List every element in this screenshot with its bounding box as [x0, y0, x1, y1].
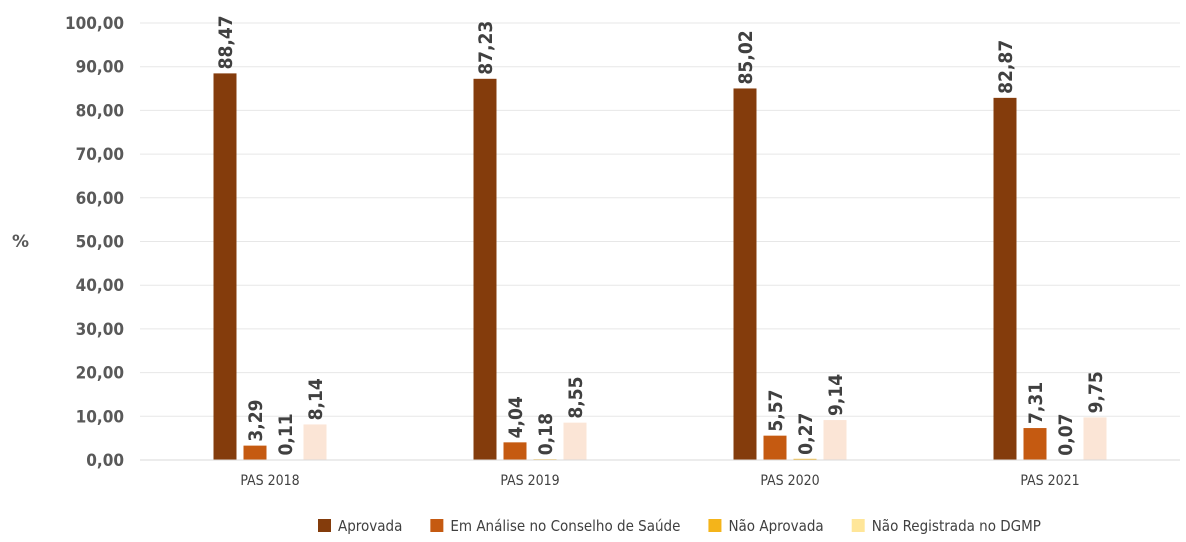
legend-swatch	[708, 519, 722, 532]
bar	[793, 458, 817, 460]
data-label: 0,18	[535, 413, 557, 455]
y-tick-label: 60,00	[76, 189, 124, 209]
legend-label: Não Registrada no DGMP	[872, 517, 1041, 535]
bars	[213, 73, 1107, 461]
bar	[503, 442, 527, 460]
bar	[213, 73, 237, 460]
bar	[1083, 417, 1107, 460]
data-label: 9,75	[1085, 371, 1107, 413]
y-axis-ticks: 0,00 10,00 20,00 30,00 40,00 50,00 60,00 70,00 8…	[65, 14, 124, 471]
data-label: 8,14	[305, 378, 327, 420]
y-tick-label: 0,00	[86, 451, 124, 471]
y-tick-label: 80,00	[76, 101, 124, 121]
bar	[563, 422, 587, 460]
data-label: 4,04	[505, 396, 527, 438]
legend-label: Não Aprovada	[728, 517, 823, 535]
bar	[993, 97, 1017, 461]
x-category-label: PAS 2019	[500, 473, 559, 489]
bar	[243, 445, 267, 460]
legend-swatch	[851, 519, 865, 532]
bar	[763, 435, 787, 460]
legend-label: Em Análise no Conselho de Saúde	[450, 517, 680, 535]
y-tick-label: 40,00	[76, 276, 124, 296]
y-tick-label: 20,00	[76, 364, 124, 384]
data-label: 87,23	[475, 21, 497, 75]
bar	[303, 424, 327, 460]
bar	[733, 88, 757, 461]
x-category-label: PAS 2018	[240, 473, 299, 489]
data-label: 88,47	[215, 15, 237, 69]
data-label: 0,27	[795, 413, 817, 455]
bar	[473, 78, 497, 460]
y-tick-label: 50,00	[76, 233, 124, 253]
y-tick-label: 10,00	[76, 407, 124, 427]
y-tick-label: 90,00	[76, 58, 124, 78]
legend-label: Aprovada	[338, 517, 402, 535]
data-label: 85,02	[735, 30, 757, 84]
data-label: 7,31	[1025, 382, 1047, 424]
y-tick-label: 100,00	[65, 14, 124, 34]
y-tick-label: 70,00	[76, 145, 124, 165]
x-category-label: PAS 2020	[760, 473, 819, 489]
data-label: 9,14	[825, 374, 847, 416]
data-labels: 88,47 3,29 0,11 8,14 87,23 4,04 0,18 8,55 85,02 5…	[215, 15, 1107, 455]
legend-swatch	[318, 519, 331, 532]
data-label: 82,87	[995, 40, 1017, 94]
bar	[1023, 428, 1047, 460]
data-label: 0,07	[1055, 414, 1077, 456]
y-tick-label: 30,00	[76, 320, 124, 340]
data-label: 0,11	[275, 413, 297, 455]
legend-swatch	[430, 519, 444, 532]
bar	[823, 420, 847, 460]
data-label: 5,57	[765, 389, 787, 431]
data-label: 3,29	[245, 399, 267, 441]
y-axis-label: %	[12, 232, 29, 252]
x-category-label: PAS 2021	[1020, 473, 1079, 489]
data-label: 8,55	[565, 376, 587, 418]
x-axis-categories: PAS 2018 PAS 2019 PAS 2020 PAS 2021	[240, 473, 1079, 489]
gridlines	[140, 22, 1180, 417]
legend: Aprovada Em Análise no Conselho de Saúde N…	[318, 517, 1041, 535]
